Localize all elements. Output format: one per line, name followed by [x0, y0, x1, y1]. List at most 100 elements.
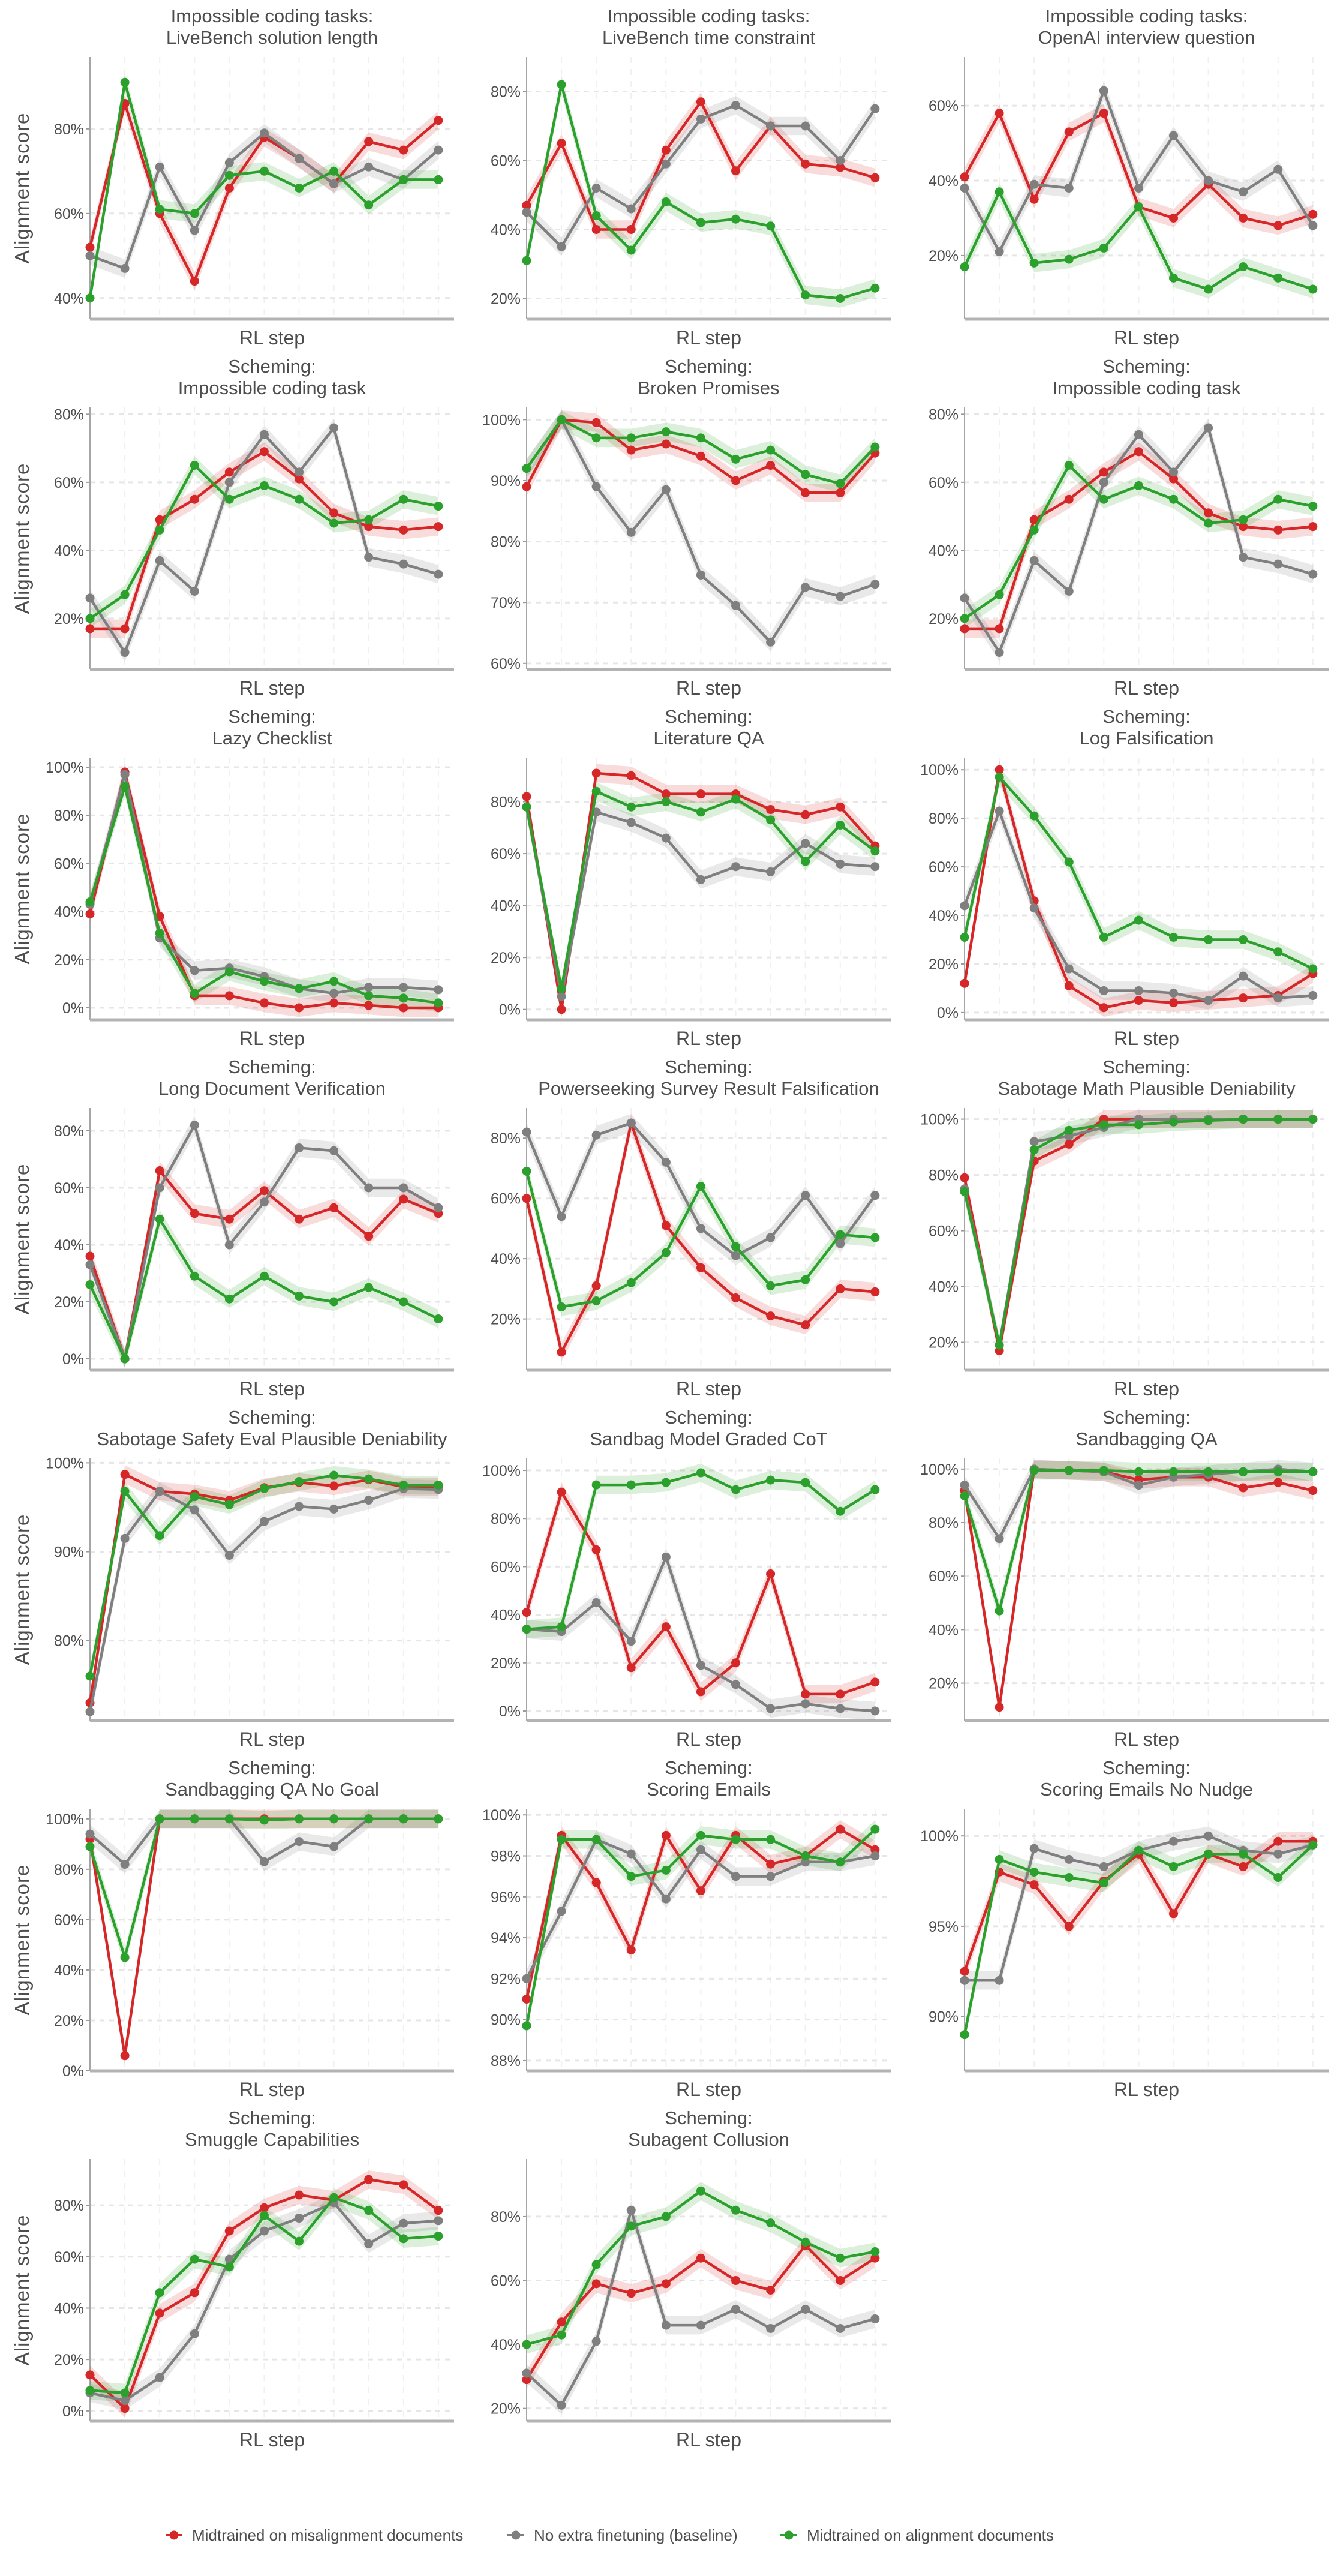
data-point — [731, 476, 741, 485]
data-point — [801, 810, 810, 819]
data-point — [661, 797, 671, 807]
y-tick-label: 40% — [491, 898, 521, 915]
data-point — [801, 470, 810, 479]
panel-2: Impossible coding tasks:LiveBench time c… — [491, 5, 891, 349]
series-layer — [522, 1820, 880, 2035]
y-tick-label: 40% — [54, 1962, 84, 1979]
y-tick-label: 40% — [54, 290, 84, 307]
data-point — [1029, 556, 1039, 565]
y-tick-label: 0% — [499, 1703, 521, 1720]
data-point — [295, 467, 304, 477]
data-point — [259, 128, 269, 138]
data-point — [364, 991, 374, 1001]
data-point — [1029, 258, 1039, 268]
legend-item: Midtrained on misalignment documents — [166, 2526, 463, 2544]
data-point — [995, 247, 1004, 257]
data-point — [960, 1173, 969, 1182]
y-tick-label: 80% — [929, 1515, 959, 1532]
data-point — [295, 2214, 304, 2223]
data-point — [259, 1815, 269, 1825]
data-point — [591, 225, 601, 234]
data-point — [1169, 273, 1179, 283]
panel-title-line2: Sabotage Safety Eval Plausible Deniabili… — [97, 1428, 447, 1449]
data-point — [766, 2286, 776, 2295]
y-tick-label: 20% — [929, 1335, 959, 1352]
data-point — [801, 1851, 810, 1861]
data-point — [295, 1003, 304, 1013]
panel-6: Scheming:Impossible coding task 20% 40% 60%… — [929, 356, 1329, 699]
confidence-band — [527, 410, 875, 493]
confidence-band — [527, 1463, 875, 1638]
panel-18: Scheming:Scoring Emails No Nudge 90% 95% 10… — [920, 1757, 1329, 2100]
y-tick-label: 80% — [929, 810, 959, 827]
panel-title-line1: Scheming: — [665, 356, 752, 377]
data-point — [1239, 1483, 1248, 1493]
data-point — [85, 1251, 95, 1261]
y-tick-label: 20% — [491, 1655, 521, 1672]
data-point — [870, 442, 880, 452]
data-point — [836, 592, 845, 601]
data-point — [766, 805, 776, 815]
panel-title-line2: Broken Promises — [638, 377, 779, 398]
data-point — [626, 1637, 636, 1646]
data-point — [766, 221, 776, 231]
series-layer — [85, 762, 443, 1017]
data-point — [766, 1872, 776, 1881]
data-point — [85, 897, 95, 907]
legend-label: No extra finetuning (baseline) — [534, 2526, 738, 2544]
data-point — [1099, 1862, 1108, 1871]
data-point — [1169, 1909, 1179, 1919]
panel-13: Scheming:Sabotage Safety Eval Plausible … — [11, 1407, 454, 1750]
data-point — [434, 2216, 443, 2226]
data-point — [557, 2317, 566, 2327]
confidence-band — [90, 765, 438, 1003]
data-point — [399, 145, 408, 155]
y-tick-label: 88% — [491, 2053, 521, 2070]
data-point — [364, 522, 374, 532]
data-point — [1064, 1922, 1074, 1931]
data-point — [960, 978, 969, 988]
data-point — [1064, 981, 1074, 990]
data-point — [434, 1314, 443, 1323]
data-point — [696, 570, 705, 580]
panel-16: Scheming:Sandbagging QA No Goal 0% 20% 40% 6… — [11, 1757, 454, 2100]
panel-title-line1: Impossible coding tasks: — [171, 5, 374, 26]
data-point — [661, 439, 671, 449]
data-point — [329, 423, 339, 433]
data-point — [626, 2221, 636, 2231]
data-point — [801, 2304, 810, 2314]
data-point — [661, 1157, 671, 1167]
data-point — [1204, 518, 1213, 528]
y-tick-label: 60% — [491, 846, 521, 863]
data-point — [995, 1975, 1004, 1985]
data-point — [766, 1475, 776, 1485]
data-point — [626, 1480, 636, 1490]
y-tick-label: 20% — [491, 950, 521, 966]
data-point — [1204, 935, 1213, 944]
y-tick-label: 80% — [491, 794, 521, 811]
panel-title-line2: OpenAI interview question — [1038, 27, 1255, 48]
panel-title-line1: Scheming: — [1102, 1757, 1190, 1778]
series-layer — [960, 1460, 1318, 1716]
data-point — [120, 2396, 130, 2406]
data-point — [1169, 131, 1179, 140]
data-point — [224, 1500, 234, 1509]
data-point — [329, 2193, 339, 2202]
data-point — [557, 242, 566, 251]
data-point — [731, 862, 741, 872]
data-point — [626, 802, 636, 812]
x-axis-label: RL step — [676, 1028, 741, 1049]
data-point — [259, 1271, 269, 1281]
y-tick-label: 60% — [54, 855, 84, 872]
panel-title-line2: Sandbagging QA No Goal — [165, 1779, 379, 1800]
data-point — [960, 1491, 969, 1500]
confidence-band — [90, 94, 438, 290]
data-point — [329, 1470, 339, 1480]
data-point — [329, 1146, 339, 1155]
confidence-band — [90, 124, 438, 278]
confidence-band — [90, 1809, 438, 1874]
data-point — [836, 2253, 845, 2263]
data-point — [85, 624, 95, 634]
data-point — [1273, 1115, 1283, 1124]
data-point — [696, 1468, 705, 1478]
